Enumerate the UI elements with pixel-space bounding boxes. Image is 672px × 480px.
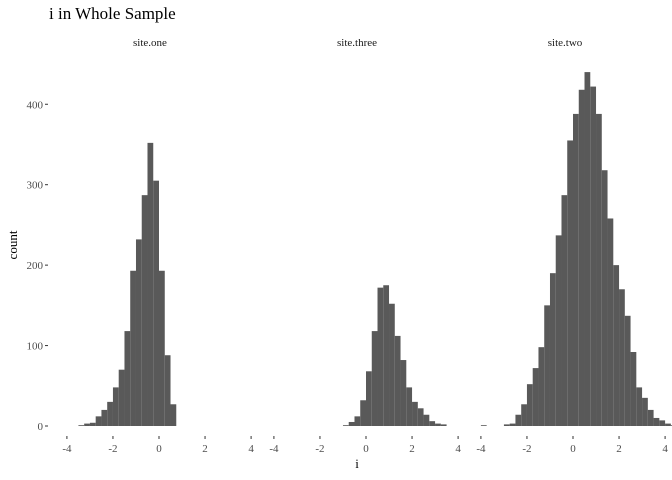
histogram-bar — [400, 360, 407, 426]
x-tick-label: 4 — [455, 443, 461, 455]
histogram-bar — [503, 424, 510, 426]
x-tick-label: 0 — [570, 443, 576, 455]
x-tick-label: -4 — [476, 443, 486, 455]
histogram-bar — [544, 305, 550, 426]
histogram-bar — [653, 417, 660, 426]
histogram-bar — [406, 387, 413, 426]
histogram-bar — [147, 142, 154, 426]
histogram-bar — [95, 416, 102, 426]
x-tick-label: -4 — [62, 443, 72, 455]
y-tick-label: 0 — [38, 421, 44, 433]
histogram-bar — [135, 239, 142, 426]
histogram-bar — [647, 409, 654, 426]
x-tick-label: 0 — [156, 443, 162, 455]
histogram-bar — [440, 424, 447, 426]
facet-panel-site-two: -4 -2 0 2 4 — [476, 72, 672, 455]
histogram-bar — [130, 270, 136, 426]
x-tick-label: 2 — [409, 443, 415, 455]
y-tick-label: 400 — [27, 99, 44, 111]
histogram-bar — [377, 287, 384, 426]
histogram-bar — [549, 273, 556, 426]
histogram-bar — [578, 89, 585, 426]
histogram-bar — [630, 352, 637, 426]
histogram-bar — [659, 420, 666, 426]
chart-title: i in Whole Sample — [49, 4, 176, 23]
histogram-bar — [435, 423, 441, 426]
facet-panel-site-one: -4 -2 0 2 4 — [62, 142, 254, 455]
histogram-bar — [596, 113, 602, 426]
x-tick-label: -4 — [269, 443, 279, 455]
histogram-bar — [153, 180, 159, 426]
histogram-bar — [124, 331, 131, 426]
histogram-bar — [366, 371, 372, 426]
histogram-bar — [417, 408, 424, 426]
histogram-bar — [423, 414, 430, 426]
y-tick-label: 200 — [27, 260, 44, 272]
x-tick-label: 2 — [616, 443, 622, 455]
histogram-bar — [561, 195, 568, 426]
facet-panels: -4 -2 0 2 4 -4 -2 0 2 4 -4 -2 0 2 4 — [62, 72, 672, 455]
histogram-bar — [112, 387, 119, 426]
facet-label-site-one: site.one — [133, 37, 167, 49]
histogram-bar — [573, 113, 579, 426]
histogram-bar — [118, 369, 125, 426]
histogram-bar — [348, 421, 355, 426]
histogram-bar — [170, 404, 177, 426]
histogram-bar — [607, 218, 614, 426]
y-tick-label: 100 — [27, 341, 44, 353]
histogram-bar — [601, 170, 608, 426]
histogram-bar — [371, 331, 378, 426]
histogram-bar — [78, 425, 85, 426]
histogram-bar — [538, 347, 545, 426]
histogram-bar — [584, 72, 591, 426]
histogram-bar — [101, 409, 108, 426]
y-axis: 0 100 200 300 400 — [27, 99, 48, 433]
histogram-bar — [412, 401, 418, 426]
histogram-bar — [360, 400, 366, 426]
x-tick-label: 0 — [363, 443, 369, 455]
x-tick-label: -2 — [108, 443, 117, 455]
histogram-bar — [526, 384, 533, 426]
histogram-bar — [159, 270, 165, 426]
x-tick-label: 2 — [202, 443, 208, 455]
facet-label-site-three: site.three — [337, 37, 377, 49]
histogram-bar — [107, 401, 113, 426]
histogram-bar — [394, 335, 401, 426]
histogram-bar — [515, 414, 522, 426]
histogram-bar — [521, 404, 527, 426]
histogram-bar — [636, 387, 643, 426]
y-axis-title: count — [5, 230, 20, 259]
histogram-bar — [389, 303, 395, 426]
y-tick-label: 300 — [27, 180, 44, 192]
histogram-bar — [84, 423, 90, 426]
x-tick-label: 4 — [248, 443, 254, 455]
facet-panel-site-three: -4 -2 0 2 4 — [269, 285, 461, 455]
histogram-bar — [480, 425, 487, 426]
x-axis-title: i — [355, 456, 359, 471]
histogram-bar — [624, 315, 631, 426]
histogram-bar — [342, 425, 349, 426]
histogram-bar — [509, 423, 516, 426]
histogram-bar — [383, 285, 390, 426]
histogram-bar — [590, 86, 597, 426]
histogram-bar — [670, 425, 672, 426]
facet-label-site-two: site.two — [548, 37, 583, 49]
histogram-bar — [89, 422, 96, 426]
histogram-bar — [555, 235, 562, 426]
histogram-bar — [619, 289, 625, 426]
histogram-bar — [141, 195, 148, 426]
histogram-bar — [354, 416, 361, 426]
histogram-bar — [665, 423, 671, 426]
x-tick-label: 4 — [662, 443, 668, 455]
histogram-bar — [164, 355, 171, 426]
histogram-bar — [613, 265, 620, 426]
histogram-bar — [567, 140, 573, 426]
x-tick-label: -2 — [522, 443, 531, 455]
x-tick-label: -2 — [315, 443, 324, 455]
histogram-bar — [532, 368, 539, 426]
histogram-bar — [429, 421, 436, 426]
histogram-bar — [642, 397, 648, 426]
